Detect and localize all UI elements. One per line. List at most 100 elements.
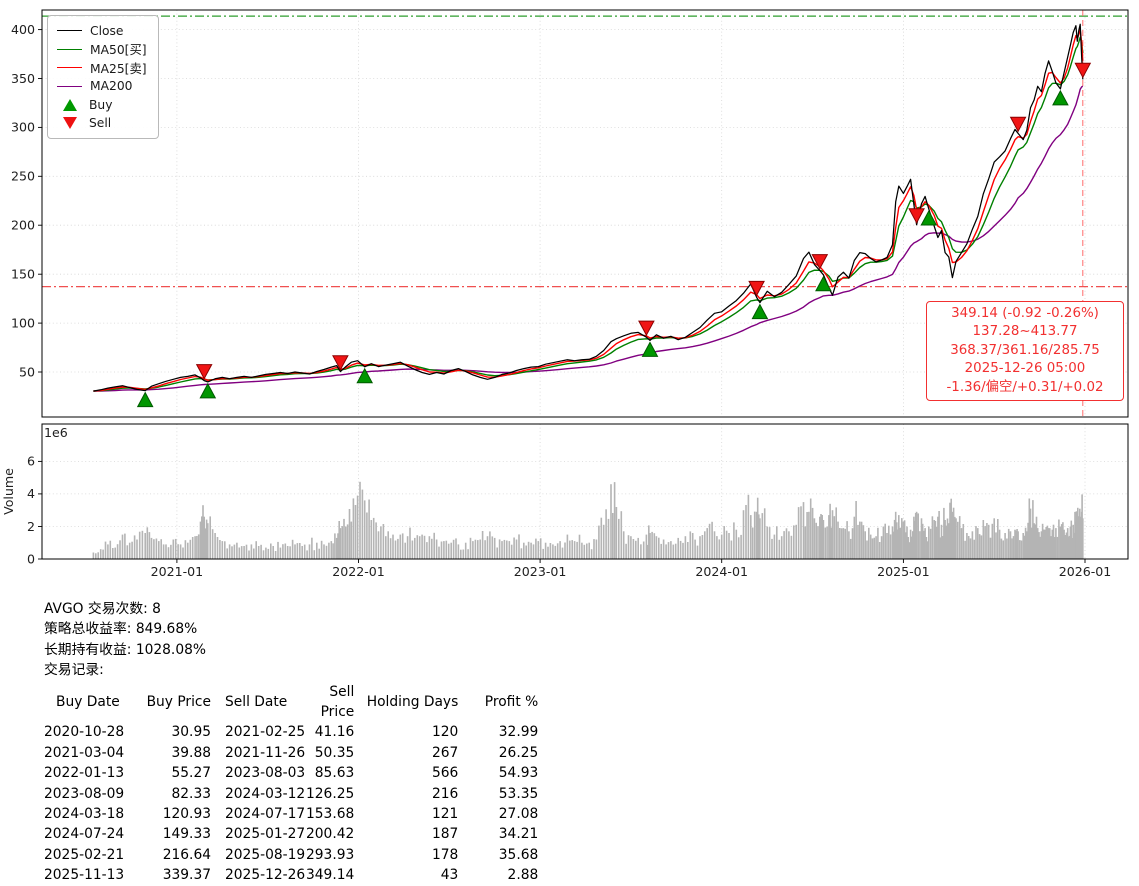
volume-bar [433, 532, 435, 559]
trade-cell-sell-price: 153.68 [306, 806, 355, 823]
x-tick-label: 2023-01 [514, 564, 567, 579]
volume-bar [1036, 528, 1039, 559]
x-tick-label: 2026-01 [1059, 564, 1112, 579]
volume-bar [359, 481, 361, 559]
volume-bar [768, 527, 771, 559]
volume-bar [1024, 527, 1027, 559]
volume-bar [525, 545, 527, 559]
volume-bar [1067, 536, 1070, 559]
volume-bar [469, 537, 472, 559]
volume-bar [133, 535, 136, 559]
annotation-ma-values: 368.37/361.16/285.75 [950, 342, 1100, 358]
trades-header-row: Buy Date Buy Price Sell Date Sell Price … [44, 682, 538, 723]
volume-bar [602, 524, 605, 559]
volume-bar [960, 528, 963, 559]
ma25-line-swatch [57, 67, 82, 68]
legend-item-ma200: MA200 [57, 79, 147, 94]
volume-bar [224, 541, 226, 559]
volume-bar [718, 539, 721, 559]
volume-bar [320, 540, 323, 559]
volume-bar [131, 541, 133, 559]
col-header-profit: Profit % [484, 693, 539, 710]
volume-bar [906, 526, 908, 559]
volume-bar [547, 546, 549, 559]
volume-bar [479, 539, 481, 559]
price-tick-label: 400 [11, 22, 35, 37]
volume-bar [377, 531, 380, 559]
trade-row: 2023-08-09 82.33 2024-03-12 126.25 216 53.35 [44, 784, 538, 804]
volume-bar [306, 550, 308, 559]
volume-bar [878, 542, 881, 559]
volume-bar [969, 538, 972, 559]
legend-label-close: Close [90, 23, 124, 38]
volume-bar [998, 529, 1001, 559]
volume-bar [696, 545, 699, 559]
trade-cell-buy-date: 2021-03-04 [44, 744, 125, 761]
volume-bar [493, 537, 496, 559]
volume-bar [202, 505, 204, 559]
volume-bar [687, 542, 689, 559]
volume-bar [472, 541, 474, 559]
volume-bar [914, 513, 917, 559]
sell-marker [811, 254, 829, 270]
volume-bar [820, 514, 822, 559]
volume-bar [600, 517, 603, 559]
volume-bar [158, 541, 160, 559]
volume-bar [1047, 528, 1050, 559]
trade-cell-sell-price: 85.63 [314, 765, 355, 782]
volume-bar [146, 527, 149, 559]
volume-bar [578, 534, 581, 559]
volume-bar [815, 522, 817, 559]
volume-bar [1058, 519, 1060, 559]
volume-bar [245, 544, 248, 559]
volume-bar [481, 531, 484, 559]
volume-bar [121, 534, 124, 559]
volume-bar [933, 520, 935, 559]
volume-bar [294, 544, 296, 559]
ma50-line-swatch [57, 48, 82, 50]
volume-bar [811, 507, 814, 559]
volume-bar [740, 534, 742, 559]
volume-bar [759, 518, 761, 559]
volume-bar [501, 541, 503, 559]
volume-bar [520, 548, 523, 559]
volume-bar [167, 547, 170, 559]
volume-bar [627, 535, 630, 559]
volume-bar [997, 519, 999, 559]
volume-bar [625, 543, 627, 559]
volume-bar [913, 516, 915, 559]
volume-bar [382, 524, 385, 559]
volume-bar [750, 515, 752, 559]
volume-bar [1070, 520, 1073, 559]
volume-bar [535, 538, 537, 559]
volume-bar [423, 535, 426, 559]
annotation-price-range: 137.28~413.77 [972, 324, 1078, 340]
volume-bar [397, 538, 399, 559]
trade-cell-buy-price: 216.64 [162, 846, 211, 863]
volume-bar [778, 539, 781, 559]
volume-bar [1009, 531, 1012, 559]
trade-cell-profit-pct: 54.93 [498, 765, 539, 782]
volume-bar [912, 531, 914, 559]
volume-bar [806, 512, 808, 559]
volume-tick-label: 2 [27, 519, 35, 534]
price-tick-label: 250 [11, 169, 35, 184]
volume-bar [758, 514, 760, 559]
volume-bar [144, 533, 146, 559]
trade-cell-profit-pct: 27.08 [498, 806, 539, 823]
volume-bar [209, 516, 211, 559]
volume-bar [800, 506, 802, 559]
volume-bar [751, 527, 754, 559]
close-line-swatch [57, 30, 82, 31]
volume-bar [897, 529, 899, 559]
volume-bar [262, 550, 265, 559]
volume-bar [954, 516, 956, 559]
volume-bar [892, 531, 895, 559]
volume-bar [539, 538, 542, 559]
volume-bar [839, 528, 841, 559]
volume-bar [148, 532, 151, 559]
volume-bar [165, 544, 167, 559]
volume-bar [835, 507, 837, 559]
volume-bar [931, 516, 934, 559]
trade-cell-buy-date: 2025-02-21 [44, 846, 125, 863]
